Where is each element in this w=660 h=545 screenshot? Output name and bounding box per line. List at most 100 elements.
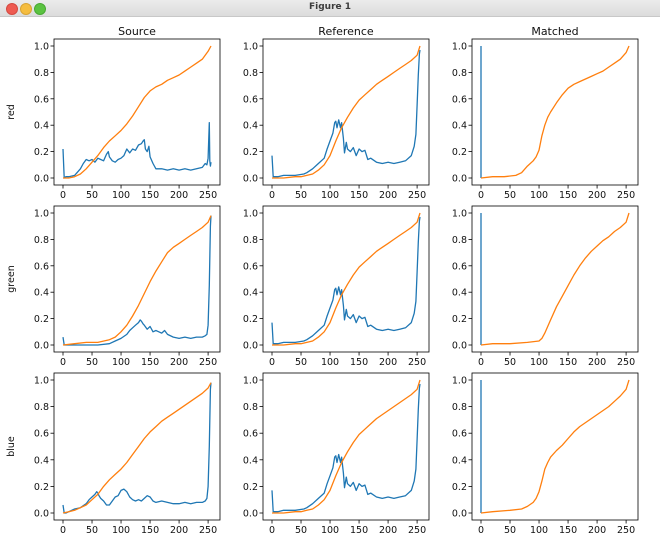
y-tick-label: 0.6	[243, 94, 258, 105]
x-tick-label: 250	[617, 190, 635, 201]
x-tick-label: 150	[350, 357, 368, 368]
x-tick-label: 100	[321, 525, 339, 536]
x-tick-label: 150	[141, 357, 159, 368]
y-tick-label: 0.8	[452, 235, 467, 246]
row-label: green	[6, 265, 17, 292]
y-tick-label: 0.4	[243, 121, 258, 132]
y-tick-label: 1.0	[452, 209, 467, 220]
column-title: Source	[118, 25, 156, 38]
row-label: blue	[6, 436, 17, 457]
axes-frame	[262, 205, 430, 353]
close-window-button[interactable]	[6, 3, 18, 15]
y-tick-label: 0.2	[243, 314, 258, 325]
axes-frame	[262, 38, 430, 186]
x-tick-label: 150	[559, 357, 577, 368]
minimize-window-button[interactable]	[20, 3, 32, 15]
x-tick-label: 150	[141, 190, 159, 201]
axes-frame	[471, 38, 639, 186]
y-tick-label: 0.2	[452, 482, 467, 493]
histogram-line	[62, 215, 212, 346]
x-tick-label: 50	[295, 190, 307, 201]
y-tick-label: 0.4	[452, 121, 467, 132]
x-tick-label: 0	[60, 357, 66, 368]
cdf-line	[62, 215, 212, 346]
x-tick-label: 50	[504, 190, 516, 201]
x-tick-label: 200	[170, 190, 188, 201]
cdf-line	[272, 45, 421, 179]
y-tick-label: 0.2	[34, 314, 49, 325]
y-tick-label: 0.2	[243, 482, 258, 493]
y-tick-label: 0.6	[34, 429, 49, 440]
y-tick-label: 0.0	[34, 174, 49, 185]
y-tick-label: 1.0	[452, 376, 467, 387]
y-tick-label: 0.8	[243, 235, 258, 246]
y-tick-label: 0.4	[452, 455, 467, 466]
title-bar: Figure 1	[0, 0, 660, 17]
x-tick-label: 100	[530, 525, 548, 536]
y-tick-label: 1.0	[34, 376, 49, 387]
y-tick-label: 0.6	[452, 94, 467, 105]
y-tick-label: 0.8	[452, 402, 467, 413]
cdf-line	[63, 45, 212, 179]
y-tick-label: 0.0	[34, 341, 49, 352]
y-tick-label: 0.6	[452, 261, 467, 272]
x-tick-label: 250	[199, 357, 217, 368]
x-tick-label: 50	[504, 525, 516, 536]
y-tick-label: 0.2	[34, 147, 49, 158]
x-tick-label: 150	[141, 525, 159, 536]
x-tick-label: 0	[478, 525, 484, 536]
x-tick-label: 0	[269, 525, 275, 536]
y-tick-label: 0.4	[243, 455, 258, 466]
x-tick-label: 50	[86, 357, 98, 368]
y-tick-label: 0.0	[452, 341, 467, 352]
y-tick-label: 1.0	[452, 42, 467, 53]
x-tick-label: 50	[504, 357, 516, 368]
column-title: Reference	[318, 25, 374, 38]
y-tick-label: 0.8	[34, 402, 49, 413]
x-tick-label: 0	[478, 357, 484, 368]
y-tick-label: 0.0	[243, 509, 258, 520]
y-tick-label: 0.2	[34, 482, 49, 493]
y-tick-label: 0.8	[34, 235, 49, 246]
y-tick-label: 0.8	[452, 68, 467, 79]
y-tick-label: 0.2	[452, 147, 467, 158]
histogram-line	[62, 382, 212, 514]
cdf-line	[480, 379, 630, 514]
histogram-line	[271, 216, 421, 345]
x-tick-label: 150	[559, 190, 577, 201]
axes-frame	[53, 38, 221, 186]
axes-frame	[471, 372, 639, 521]
y-tick-label: 0.4	[243, 288, 258, 299]
x-tick-label: 250	[617, 525, 635, 536]
axes-frame	[53, 205, 221, 353]
x-tick-label: 250	[408, 357, 426, 368]
y-tick-label: 1.0	[34, 42, 49, 53]
x-tick-label: 250	[199, 525, 217, 536]
x-tick-label: 0	[60, 525, 66, 536]
y-tick-label: 0.2	[243, 147, 258, 158]
y-tick-label: 0.0	[452, 509, 467, 520]
y-tick-label: 0.6	[34, 261, 49, 272]
column-title: Matched	[531, 25, 578, 38]
x-tick-label: 200	[588, 190, 606, 201]
y-tick-label: 1.0	[243, 209, 258, 220]
x-tick-label: 200	[588, 357, 606, 368]
y-tick-label: 0.6	[34, 94, 49, 105]
row-label: red	[6, 104, 17, 120]
y-tick-label: 0.2	[452, 314, 467, 325]
x-tick-label: 50	[295, 357, 307, 368]
maximize-window-button[interactable]	[34, 3, 46, 15]
x-tick-label: 50	[86, 525, 98, 536]
histogram-line	[271, 383, 421, 513]
x-tick-label: 250	[199, 190, 217, 201]
y-tick-label: 0.6	[452, 429, 467, 440]
x-tick-label: 200	[379, 357, 397, 368]
x-tick-label: 200	[588, 525, 606, 536]
x-tick-label: 250	[617, 357, 635, 368]
axes-frame	[471, 205, 639, 353]
histogram-line	[271, 49, 421, 178]
axes-frame	[262, 372, 430, 521]
y-tick-label: 1.0	[243, 42, 258, 53]
x-tick-label: 150	[559, 525, 577, 536]
